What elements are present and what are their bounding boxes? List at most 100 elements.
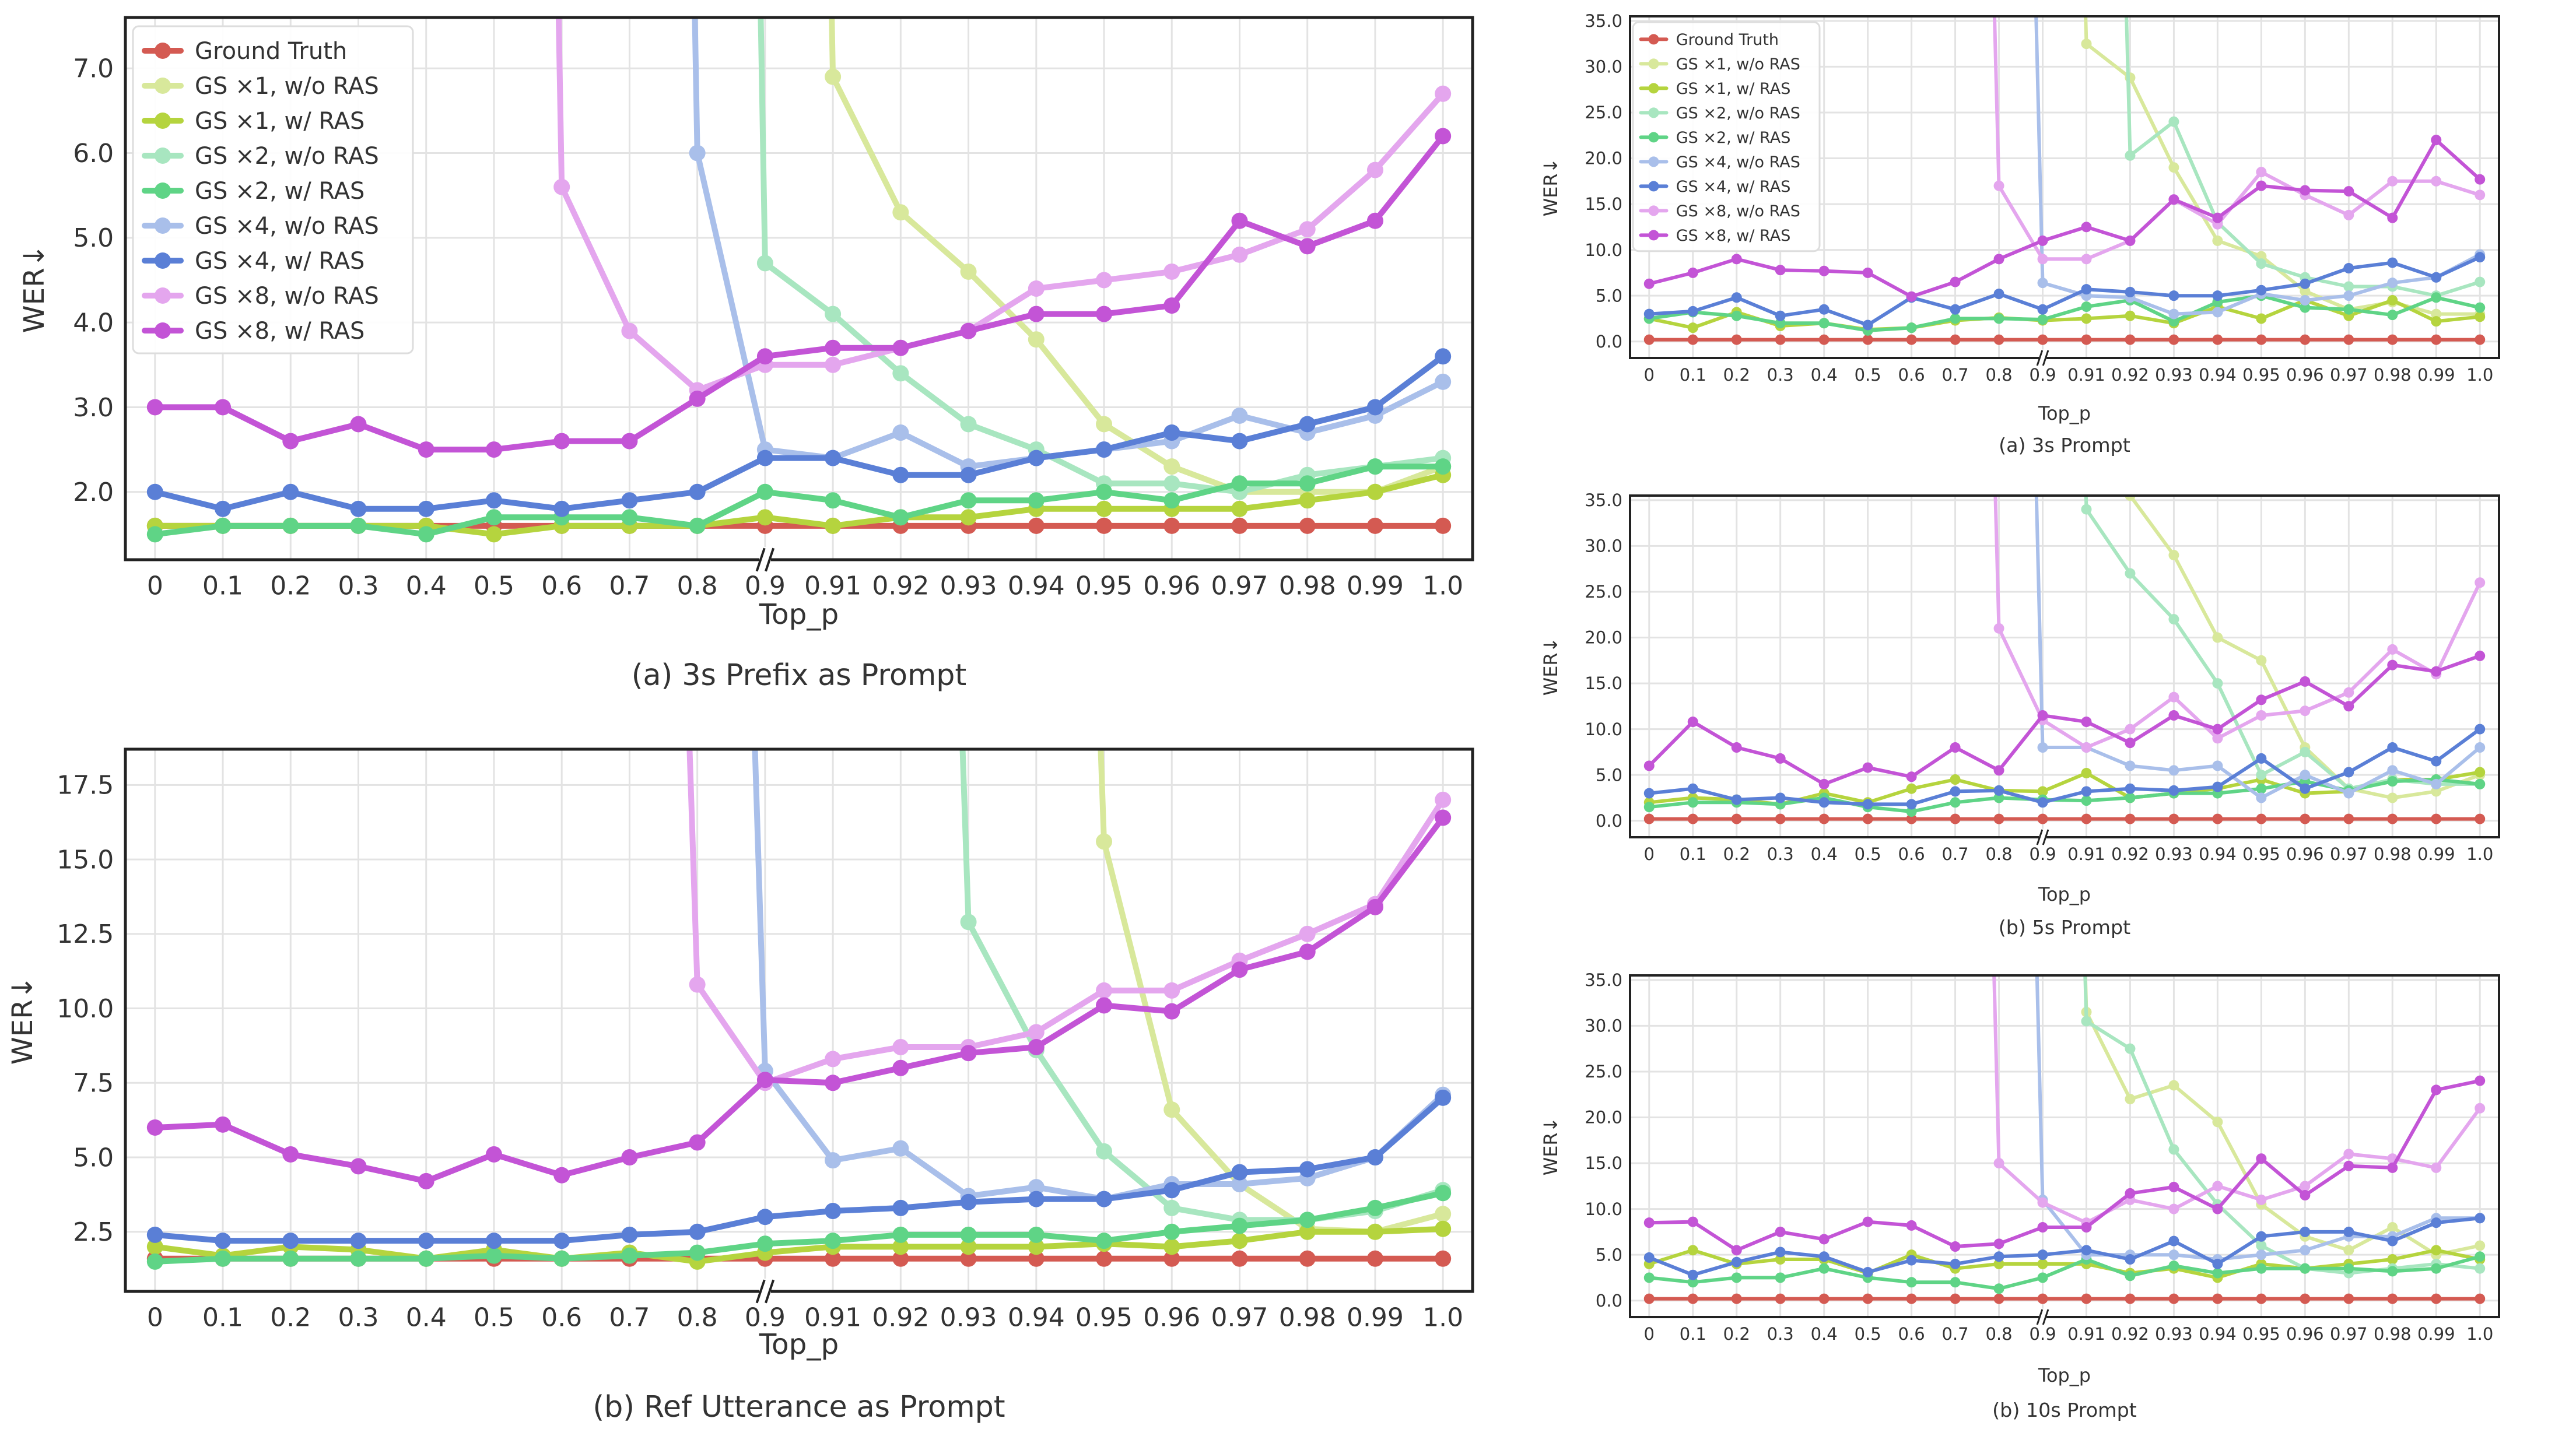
point-gs-x8-w-o-ras bbox=[2037, 1197, 2048, 1208]
point-gs-x2-w-ras bbox=[825, 492, 842, 509]
series-line-gs-x2-w-ras bbox=[152, 464, 1446, 538]
point-gs-x4-w-ras bbox=[485, 1233, 502, 1249]
point-ground-truth bbox=[2343, 334, 2354, 345]
chart-panel-5: 0 0.1 0.2 0.3 0.4 0.5 0.6 0.7 0.8 0.9 0.91 0.92 0.93… bbox=[1540, 970, 2500, 1421]
point-ground-truth bbox=[1775, 334, 1786, 345]
point-ground-truth bbox=[1862, 334, 1873, 345]
point-gs-x2-w-ras bbox=[1906, 806, 1917, 817]
y-tick-label: 25.0 bbox=[1585, 582, 1622, 602]
point-gs-x4-w-ras bbox=[1731, 292, 1742, 303]
panel-caption: (a) 3s Prefix as Prompt bbox=[632, 658, 966, 692]
point-gs-x8-w-ras bbox=[960, 322, 977, 339]
point-gs-x8-w-ras bbox=[553, 1167, 570, 1184]
point-gs-x2-w-ras bbox=[2081, 301, 2092, 313]
point-gs-x8-w-o-ras bbox=[2081, 742, 2092, 753]
x-tick-label: 0.96 bbox=[2286, 1324, 2324, 1344]
point-gs-x8-w-ras bbox=[1096, 306, 1113, 322]
point-gs-x4-w-o-ras bbox=[2343, 788, 2354, 799]
series-line-gs-x1-w-ras bbox=[1647, 299, 2482, 332]
point-ground-truth bbox=[1818, 1293, 1830, 1304]
legend-marker bbox=[1648, 58, 1659, 69]
point-gs-x4-w-ras bbox=[1366, 399, 1383, 416]
legend-label: GS ×8, w/o RAS bbox=[1676, 202, 1800, 220]
x-tick-label: 0.92 bbox=[2111, 365, 2149, 385]
point-gs-x2-w-ras bbox=[621, 509, 638, 526]
point-gs-x1-w-ras bbox=[1993, 1258, 2004, 1269]
point-gs-x4-w-ras bbox=[418, 1233, 434, 1249]
point-gs-x4-w-o-ras bbox=[2343, 290, 2354, 301]
x-tick-label: 0.94 bbox=[2199, 1324, 2237, 1344]
point-gs-x8-w-o-ras bbox=[2475, 189, 2486, 201]
x-tick-label: 0.96 bbox=[1143, 571, 1200, 601]
legend-marker bbox=[1648, 34, 1659, 45]
point-gs-x2-w-o-ras bbox=[2125, 568, 2136, 579]
chart-panel-4: 0 0.1 0.2 0.3 0.4 0.5 0.6 0.7 0.8 0.9 0.91 0.92 0.93… bbox=[1540, 490, 2500, 939]
series-line-gs-x2-w-ras bbox=[152, 1190, 1446, 1265]
y-axis-label: WER↓ bbox=[6, 976, 39, 1065]
x-tick-label: 0.98 bbox=[1279, 1302, 1336, 1332]
point-gs-x2-w-o-ras bbox=[1163, 475, 1180, 492]
point-gs-x8-w-ras bbox=[2431, 1084, 2442, 1096]
point-gs-x1-w-o-ras bbox=[2256, 655, 2267, 666]
series-line-gs-x4-w-o-ras bbox=[2034, 496, 2482, 800]
point-gs-x8-w-ras bbox=[2475, 174, 2486, 185]
point-ground-truth bbox=[2212, 334, 2223, 345]
y-axis-label: WER↓ bbox=[1540, 158, 1562, 217]
point-gs-x8-w-o-ras bbox=[1993, 623, 2004, 634]
point-gs-x1-w-ras bbox=[1687, 1245, 1698, 1256]
point-gs-x1-w-o-ras bbox=[825, 68, 842, 85]
point-ground-truth bbox=[1731, 334, 1742, 345]
x-tick-label: 0.94 bbox=[1008, 1302, 1065, 1332]
point-gs-x8-w-o-ras bbox=[2256, 167, 2267, 178]
point-gs-x8-w-o-ras bbox=[621, 322, 638, 339]
x-tick-label: 1.0 bbox=[1422, 571, 1463, 601]
point-gs-x1-w-ras bbox=[1366, 483, 1383, 500]
point-gs-x4-w-ras bbox=[1731, 794, 1742, 805]
y-tick-label: 30.0 bbox=[1585, 57, 1622, 77]
point-gs-x1-w-o-ras bbox=[1435, 1206, 1452, 1223]
point-gs-x8-w-ras bbox=[1687, 1216, 1698, 1227]
point-ground-truth bbox=[2343, 813, 2354, 824]
point-gs-x8-w-ras bbox=[1643, 278, 1655, 289]
point-ground-truth bbox=[2300, 813, 2311, 824]
point-gs-x1-w-ras bbox=[2037, 786, 2048, 797]
point-gs-x4-w-ras bbox=[1775, 1247, 1786, 1258]
chart-panel-1: 0 0.1 0.2 0.3 0.4 0.5 0.6 0.7 0.8 0.9 0.91 0.92 0.93… bbox=[18, 16, 1474, 692]
point-gs-x4-w-ras bbox=[2475, 724, 2486, 735]
point-gs-x4-w-ras bbox=[1950, 304, 1961, 315]
point-ground-truth bbox=[2081, 813, 2092, 824]
x-tick-label: 0.93 bbox=[2155, 365, 2193, 385]
point-gs-x8-w-o-ras bbox=[1435, 85, 1452, 102]
point-ground-truth bbox=[1028, 1250, 1045, 1267]
point-gs-x8-w-ras bbox=[1993, 254, 2004, 265]
series-line-gs-x2-w-o-ras bbox=[959, 749, 1446, 1223]
point-gs-x4-w-ras bbox=[1731, 1256, 1742, 1268]
point-gs-x1-w-ras bbox=[1299, 1223, 1316, 1240]
point-gs-x4-w-ras bbox=[2256, 285, 2267, 296]
point-gs-x8-w-ras bbox=[2168, 710, 2179, 721]
point-gs-x1-w-o-ras bbox=[2125, 496, 2136, 501]
x-tick-label: 0.7 bbox=[609, 1302, 650, 1332]
point-gs-x4-w-o-ras bbox=[2212, 307, 2223, 318]
y-tick-label: 20.0 bbox=[1585, 1108, 1622, 1128]
series-line-gs-x2-w-ras bbox=[1647, 294, 2482, 332]
x-tick-label: 0.7 bbox=[1942, 844, 1969, 864]
point-gs-x4-w-ras bbox=[2387, 257, 2398, 268]
chart-panel-2: 0 0.1 0.2 0.3 0.4 0.5 0.6 0.7 0.8 0.9 0.91 0.92 0.93… bbox=[6, 747, 1474, 1424]
y-tick-label: 17.5 bbox=[57, 771, 114, 801]
x-tick-label: 0.99 bbox=[2417, 365, 2455, 385]
legend-label: GS ×4, w/ RAS bbox=[195, 248, 365, 275]
point-gs-x2-w-o-ras bbox=[2081, 1016, 2092, 1027]
y-tick-label: 15.0 bbox=[1585, 673, 1622, 693]
y-tick-label: 10.0 bbox=[1585, 719, 1622, 739]
point-gs-x2-w-ras bbox=[1028, 492, 1045, 509]
x-tick-label: 0.92 bbox=[872, 571, 929, 601]
point-gs-x8-w-ras bbox=[1366, 212, 1383, 229]
axis-break-mark bbox=[2042, 829, 2049, 845]
point-gs-x2-w-o-ras bbox=[2475, 276, 2486, 287]
point-gs-x8-w-o-ras bbox=[2037, 254, 2048, 265]
point-gs-x1-w-o-ras bbox=[1096, 833, 1113, 850]
point-gs-x8-w-ras bbox=[825, 339, 842, 356]
x-tick-label: 0.5 bbox=[1855, 365, 1881, 385]
y-tick-label: 2.0 bbox=[73, 478, 114, 507]
